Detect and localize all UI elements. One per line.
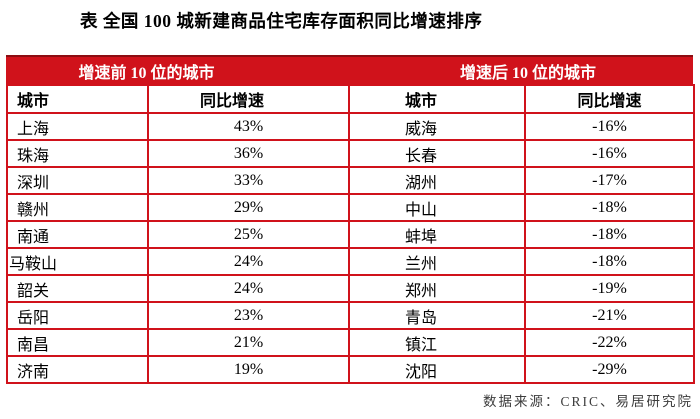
city-cell: 沈阳 <box>348 355 526 384</box>
table-row: 济南 19% 沈阳 -29% <box>6 355 695 384</box>
growth-cell: 24% <box>147 274 350 303</box>
city-cell: 深圳 <box>6 166 149 195</box>
growth-cell: -29% <box>524 355 695 384</box>
city-cell: 威海 <box>348 112 526 141</box>
table-row: 南通 25% 蚌埠 -18% <box>6 220 695 249</box>
growth-ranking-table: 增速前 10 位的城市 增速后 10 位的城市 城市 同比增速 城市 同比增速 … <box>6 55 695 410</box>
growth-cell: -19% <box>524 274 695 303</box>
city-cell: 中山 <box>348 193 526 222</box>
section-header-top10: 增速前 10 位的城市 <box>78 64 215 82</box>
growth-cell: 43% <box>147 112 350 141</box>
city-cell: 南昌 <box>6 328 149 357</box>
city-cell: 湖州 <box>348 166 526 195</box>
city-cell: 珠海 <box>6 139 149 168</box>
table-row: 珠海 36% 长春 -16% <box>6 139 695 168</box>
growth-cell: 24% <box>147 247 350 276</box>
growth-cell: -21% <box>524 301 695 330</box>
city-cell: 马鞍山 <box>6 247 149 276</box>
growth-cell: 25% <box>147 220 350 249</box>
col-header-growth-left: 同比增速 <box>147 84 350 114</box>
growth-cell: -22% <box>524 328 695 357</box>
table-row: 韶关 24% 郑州 -19% <box>6 274 695 303</box>
table-row: 岳阳 23% 青岛 -21% <box>6 301 695 330</box>
city-cell: 岳阳 <box>6 301 149 330</box>
city-cell: 郑州 <box>348 274 526 303</box>
city-cell: 韶关 <box>6 274 149 303</box>
growth-cell: -17% <box>524 166 695 195</box>
city-cell: 上海 <box>6 112 149 141</box>
table-row: 南昌 21% 镇江 -22% <box>6 328 695 357</box>
table-title: 表 全国 100 城新建商品住宅库存面积同比增速排序 <box>80 11 483 31</box>
city-cell: 南通 <box>6 220 149 249</box>
column-header-row: 城市 同比增速 城市 同比增速 <box>6 84 695 114</box>
city-cell: 镇江 <box>348 328 526 357</box>
table-row: 上海 43% 威海 -16% <box>6 112 695 141</box>
col-header-city-left: 城市 <box>6 84 149 114</box>
growth-cell: -18% <box>524 220 695 249</box>
city-cell: 兰州 <box>348 247 526 276</box>
table-row: 马鞍山 24% 兰州 -18% <box>6 247 695 276</box>
growth-cell: -18% <box>524 193 695 222</box>
data-source-note: 数据来源：CRIC、易居研究院 <box>482 394 693 409</box>
city-cell: 青岛 <box>348 301 526 330</box>
growth-cell: 29% <box>147 193 350 222</box>
growth-cell: 33% <box>147 166 350 195</box>
city-cell: 赣州 <box>6 193 149 222</box>
city-cell: 蚌埠 <box>348 220 526 249</box>
growth-cell: 21% <box>147 328 350 357</box>
city-cell: 长春 <box>348 139 526 168</box>
growth-cell: -16% <box>524 139 695 168</box>
city-cell: 济南 <box>6 355 149 384</box>
growth-cell: 23% <box>147 301 350 330</box>
table-row: 深圳 33% 湖州 -17% <box>6 166 695 195</box>
section-header-band: 增速前 10 位的城市 增速后 10 位的城市 <box>6 55 693 84</box>
growth-cell: 19% <box>147 355 350 384</box>
section-header-bottom10: 增速后 10 位的城市 <box>459 64 596 82</box>
growth-cell: -16% <box>524 112 695 141</box>
col-header-city-right: 城市 <box>348 84 526 114</box>
growth-cell: -18% <box>524 247 695 276</box>
growth-cell: 36% <box>147 139 350 168</box>
table-row: 赣州 29% 中山 -18% <box>6 193 695 222</box>
data-table: 城市 同比增速 城市 同比增速 上海 43% 威海 -16% 珠海 36% 长春… <box>6 84 695 384</box>
col-header-growth-right: 同比增速 <box>524 84 695 114</box>
